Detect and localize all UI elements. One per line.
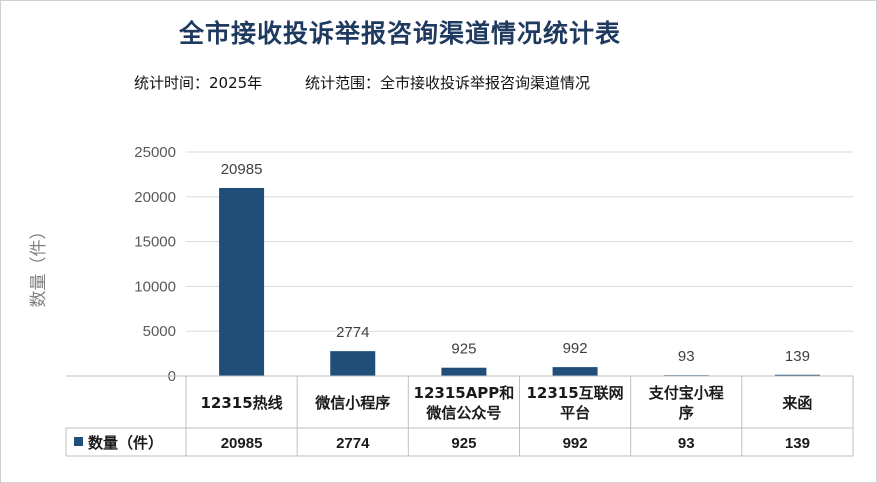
- table-value: 2774: [336, 435, 370, 452]
- category-label: 序: [679, 404, 694, 422]
- series-name: 数量（件）: [88, 434, 163, 452]
- category-label: 支付宝小程: [648, 384, 724, 402]
- category-label: 平台: [560, 404, 590, 422]
- category-label: 12315热线: [200, 394, 282, 412]
- category-label: 12315APP和: [414, 384, 515, 402]
- y-tick-label: 15000: [134, 234, 176, 251]
- table-value: 93: [678, 435, 695, 452]
- table-value: 925: [451, 435, 476, 452]
- category-label: 来函: [781, 394, 812, 412]
- data-label: 992: [563, 340, 588, 357]
- category-label: 微信公众号: [425, 404, 501, 422]
- bar: [552, 367, 598, 376]
- data-label: 20985: [221, 161, 263, 178]
- y-axis-label: 数量（件）: [29, 223, 49, 308]
- table-value: 992: [563, 435, 588, 452]
- data-label: 925: [451, 341, 476, 358]
- y-tick-label: 20000: [134, 189, 176, 206]
- y-tick-label: 10000: [134, 278, 176, 295]
- data-label: 139: [785, 348, 810, 365]
- category-label: 微信小程序: [314, 394, 390, 412]
- bar: [441, 367, 487, 376]
- chart-title: 全市接收投诉举报咨询渠道情况统计表: [178, 19, 621, 48]
- y-tick-label: 25000: [134, 144, 176, 161]
- bar: [219, 187, 265, 376]
- data-label: 93: [678, 348, 695, 365]
- subtitle-scope: 统计范围：全市接收投诉举报咨询渠道情况: [305, 74, 591, 92]
- bar: [774, 374, 820, 376]
- table-value: 139: [785, 435, 810, 452]
- table-value: 20985: [221, 435, 263, 452]
- bar: [330, 351, 376, 376]
- legend-key: [74, 437, 83, 446]
- category-label: 12315互联网: [526, 384, 623, 402]
- y-tick-label: 5000: [143, 323, 176, 340]
- subtitle-time: 统计时间：2025年: [134, 74, 263, 92]
- data-label: 2774: [336, 324, 369, 341]
